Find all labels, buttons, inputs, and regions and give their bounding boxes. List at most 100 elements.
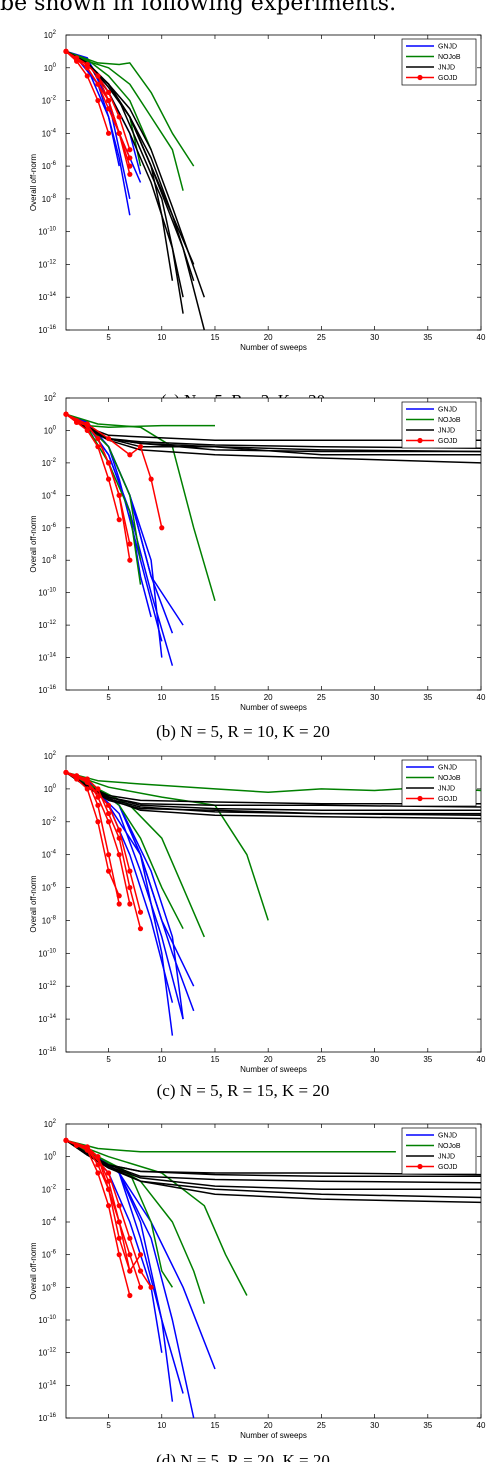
- data-point-gojd: [105, 852, 112, 858]
- data-point-gojd: [116, 492, 122, 498]
- y-tick-label: 10-2: [42, 96, 57, 106]
- legend-label-jnjd: JNJD: [438, 786, 455, 793]
- y-tick-label: 10-6: [42, 883, 57, 893]
- data-point-gojd: [137, 1268, 144, 1274]
- legend-label-gojd: GOJD: [438, 75, 457, 82]
- data-point-gojd: [159, 525, 165, 531]
- x-tick-label: 35: [423, 1055, 432, 1064]
- y-tick-label: 10-16: [38, 1047, 56, 1057]
- data-point-gojd: [74, 56, 80, 63]
- y-tick-label: 10-12: [38, 1348, 56, 1358]
- data-point-gojd: [116, 893, 122, 899]
- y-tick-label: 10-12: [38, 259, 56, 269]
- legend-label-nojob: NOJoB: [438, 54, 461, 61]
- data-point-gojd: [116, 827, 122, 833]
- legend: GNJD NOJoB JNJD GOJD: [401, 759, 477, 807]
- y-tick-label: 100: [44, 1152, 57, 1162]
- series-line-gojd: [65, 771, 142, 913]
- legend-label-nojob: NOJoB: [438, 417, 461, 424]
- data-point-gojd: [127, 171, 133, 177]
- y-axis-label: Overall off-norm: [29, 154, 38, 212]
- y-tick-label: 10-16: [38, 325, 56, 335]
- data-point-gojd: [127, 1268, 133, 1274]
- data-point-gojd: [105, 868, 112, 874]
- legend-marker-gojd: [417, 1163, 423, 1170]
- y-tick-label: 10-14: [38, 1014, 56, 1024]
- y-tick-label: 10-4: [42, 1217, 57, 1227]
- series-line-jnjd: [65, 1139, 481, 1178]
- series-line-jnjd: [65, 1139, 482, 1204]
- data-point-gojd: [95, 444, 101, 450]
- y-tick-label: 10-2: [42, 1184, 57, 1194]
- data-point-gojd: [137, 926, 144, 932]
- legend-label-jnjd: JNJD: [438, 1154, 455, 1161]
- series-line-jnjd: [65, 771, 481, 805]
- data-point-gojd: [116, 1203, 122, 1209]
- data-point-gojd: [137, 444, 144, 450]
- x-tick-label: 10: [157, 1055, 166, 1064]
- data-point-gojd: [84, 61, 90, 68]
- y-tick-label: 10-16: [38, 1413, 56, 1423]
- legend-label-gnjd: GNJD: [438, 765, 457, 772]
- legend-label-gnjd: GNJD: [438, 407, 457, 414]
- data-point-gojd: [116, 1235, 122, 1241]
- data-point-gojd: [105, 89, 112, 95]
- data-point-gojd: [105, 130, 112, 136]
- x-axis-label: Number of sweeps: [240, 703, 307, 712]
- data-point-gojd: [116, 1219, 122, 1225]
- x-tick-label: 25: [317, 333, 326, 342]
- y-tick-label: 10-8: [42, 1282, 57, 1292]
- legend: GNJD NOJoB JNJD GOJD: [401, 38, 477, 86]
- data-point-gojd: [127, 541, 133, 547]
- series-line-nojob: [65, 1139, 396, 1153]
- legend-label-gnjd: GNJD: [438, 44, 457, 51]
- x-tick-label: 15: [211, 1055, 220, 1064]
- data-point-gojd: [84, 427, 90, 434]
- y-tick-label: 102: [44, 751, 57, 761]
- series-group: [63, 411, 482, 666]
- x-tick-label: 5: [106, 333, 111, 342]
- series-group: [63, 48, 206, 331]
- legend-label-nojob: NOJoB: [438, 775, 461, 782]
- x-tick-label: 35: [423, 693, 432, 702]
- y-axis-label: Overall off-norm: [29, 515, 38, 573]
- chart-panel-2: 5 10 15 20 25 30 35 40 102 100 10-2 10-4 10-6 10-8 10-…: [29, 751, 486, 1100]
- x-tick-label: 20: [264, 1055, 273, 1064]
- data-point-gojd: [127, 557, 133, 563]
- data-point-gojd: [105, 97, 112, 104]
- x-axis-label: Number of sweeps: [240, 343, 307, 352]
- legend-label-gojd: GOJD: [438, 438, 457, 445]
- y-tick-label: 10-2: [42, 458, 57, 468]
- y-tick-label: 10-14: [38, 292, 56, 302]
- chart-panel-0: 5 10 15 20 25 30 35 40 102 100 10-2 10-4 10-6 10-8 10-…: [29, 30, 486, 410]
- data-point-gojd: [63, 411, 69, 417]
- data-point-gojd: [116, 517, 122, 523]
- chart-panel-3: 5 10 15 20 25 30 35 40 102 100 10-2 10-4 10-6 10-8 10-…: [29, 1119, 486, 1462]
- series-line-gnjd: [65, 413, 163, 642]
- x-tick-label: 30: [370, 1055, 379, 1064]
- y-tick-label: 10-2: [42, 817, 57, 827]
- series-line-gojd: [65, 771, 131, 905]
- data-point-gojd: [95, 819, 101, 825]
- x-tick-label: 15: [211, 1421, 220, 1430]
- data-point-gojd: [127, 901, 133, 907]
- x-tick-label: 20: [264, 1421, 273, 1430]
- data-point-gojd: [116, 901, 122, 907]
- chart-caption: (b) N = 5, R = 10, K = 20: [156, 722, 330, 741]
- data-point-gojd: [95, 97, 101, 104]
- data-point-gojd: [95, 435, 101, 442]
- x-tick-label: 40: [477, 1055, 486, 1064]
- data-point-gojd: [127, 147, 133, 153]
- x-tick-label: 30: [370, 693, 379, 702]
- y-tick-label: 10-8: [42, 915, 57, 925]
- legend: GNJD NOJoB JNJD GOJD: [401, 1127, 477, 1175]
- data-point-gojd: [148, 476, 154, 482]
- data-point-gojd: [127, 884, 133, 891]
- series-line-nojob: [65, 50, 184, 191]
- y-tick-label: 10-8: [42, 194, 57, 204]
- data-point-gojd: [95, 81, 101, 87]
- y-tick-label: 10-4: [42, 490, 57, 500]
- y-tick-label: 10-6: [42, 523, 57, 533]
- data-point-gojd: [74, 419, 80, 425]
- y-tick-label: 10-10: [38, 1315, 56, 1325]
